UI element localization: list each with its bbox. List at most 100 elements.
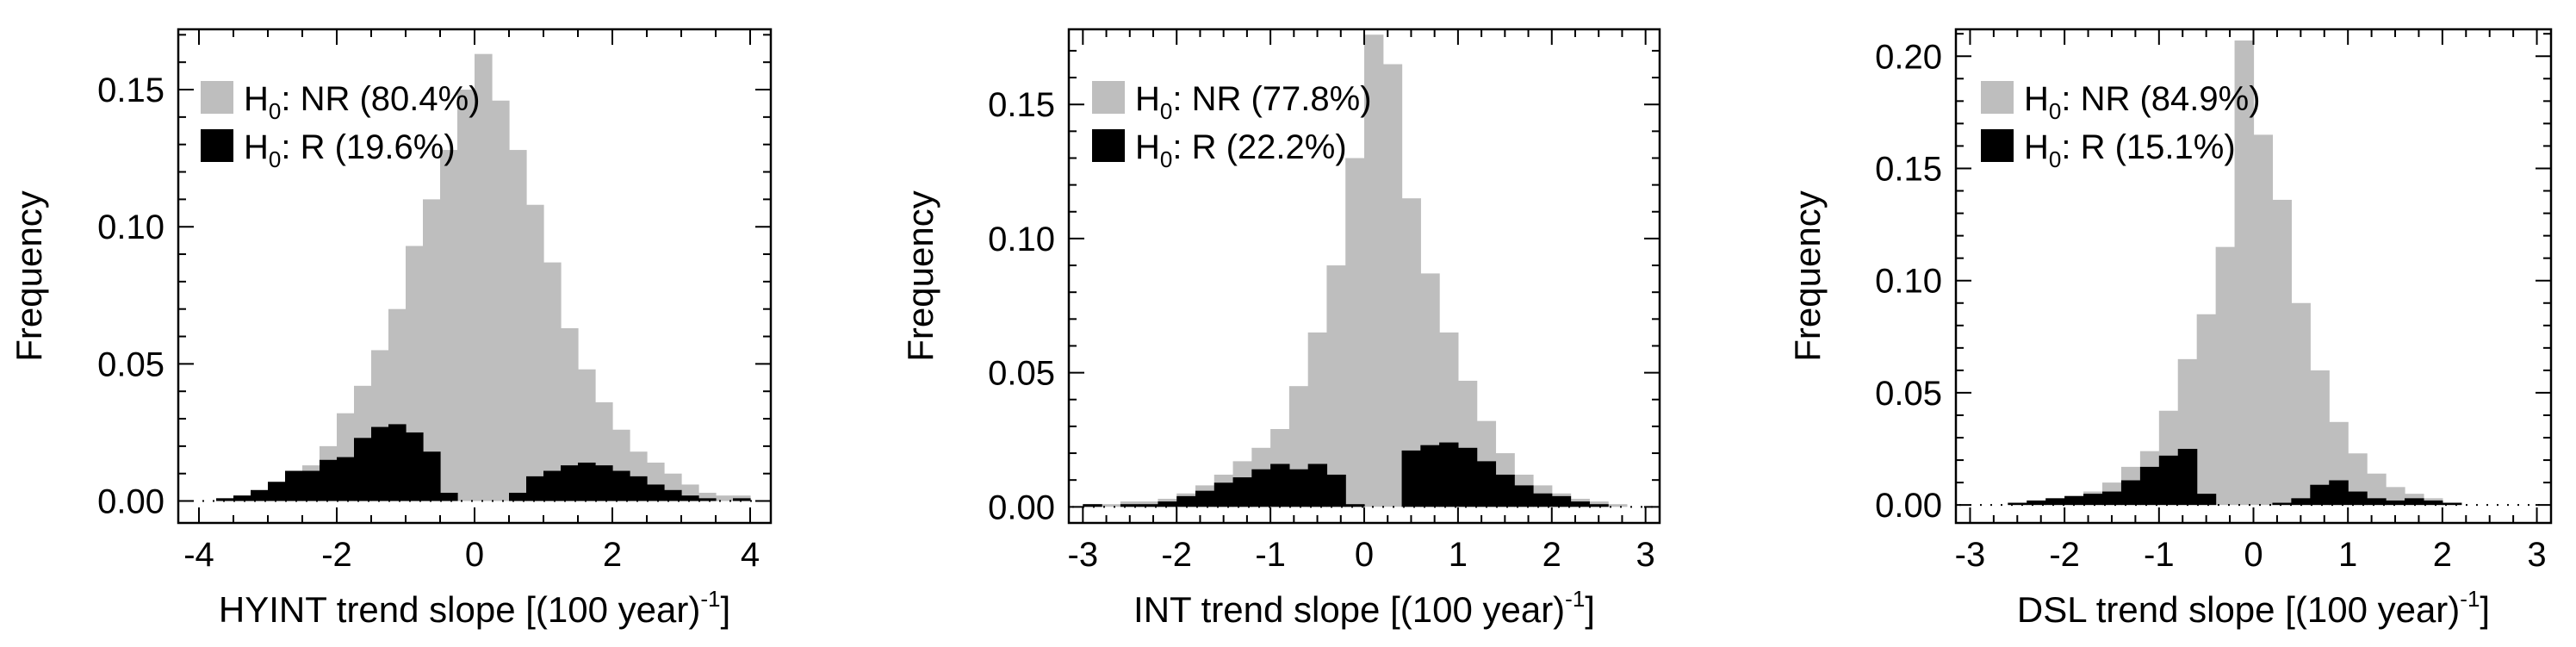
- bar-r-9: [2177, 449, 2198, 506]
- y-tick-label: 0.15: [97, 72, 164, 109]
- x-tick-label: 2: [2433, 536, 2452, 574]
- bar-nr-28: [698, 492, 717, 501]
- y-tick-label: 0.05: [1875, 375, 1942, 413]
- bar-r-6: [2120, 480, 2141, 506]
- x-tick-label: -1: [1255, 536, 1286, 574]
- bar-r-19: [2367, 498, 2387, 506]
- x-axis-title: DSL trend slope [(100 year)-1]: [2017, 586, 2490, 630]
- legend-swatch-nr: [1981, 81, 2014, 114]
- bar-nr-13: [1326, 265, 1346, 507]
- histogram-panel-1: -4 -2 0 2 4 0.00 0.05 0.10 0.15 Frequency HYINT tr…: [9, 28, 773, 630]
- x-tick-label: -3: [1955, 536, 1986, 574]
- x-tick-label: 2: [1542, 536, 1561, 574]
- bar-r-0: [2008, 502, 2027, 506]
- bar-r-6: [320, 459, 338, 501]
- bar-r-26: [1570, 501, 1590, 507]
- bar-r-25: [1551, 495, 1572, 507]
- bar-r-30: [733, 498, 751, 501]
- bar-nr-16: [1382, 64, 1403, 507]
- bar-r-1: [233, 495, 251, 501]
- legend-label-r: H0: R (22.2%): [1135, 128, 1347, 172]
- bar-r-22: [2423, 500, 2443, 506]
- bar-r-12: [423, 451, 441, 501]
- legend-swatch-r: [1092, 129, 1125, 162]
- bar-r-24: [1533, 493, 1553, 507]
- bar-r-27: [681, 495, 699, 501]
- x-tick-label: 3: [2527, 536, 2546, 574]
- bar-r-17: [1401, 450, 1421, 507]
- y-tick-label: 0.15: [1875, 150, 1942, 188]
- y-tick-label: 0.05: [97, 345, 164, 383]
- bar-r-5: [1176, 495, 1196, 507]
- x-tick-label: -1: [2144, 536, 2175, 574]
- bar-r-17: [2329, 480, 2349, 506]
- bar-r-19: [1439, 442, 1459, 507]
- bar-r-2: [2045, 498, 2065, 506]
- bar-r-3: [268, 482, 286, 501]
- bar-nr-29: [716, 495, 734, 501]
- legend-label-nr: H0: NR (80.4%): [244, 80, 481, 124]
- bar-nr-16: [2310, 370, 2330, 506]
- bar-nr-10: [2196, 314, 2217, 506]
- x-tick-label: -4: [183, 536, 214, 574]
- bar-r-13: [1326, 474, 1346, 507]
- bar-r-7: [1214, 482, 1234, 507]
- legend-label-r: H0: R (15.1%): [2024, 128, 2236, 172]
- legend-label-r: H0: R (19.6%): [244, 128, 456, 172]
- bar-r-8: [354, 438, 372, 501]
- x-tick-label: 4: [741, 536, 760, 574]
- bar-r-7: [2139, 466, 2160, 506]
- legend-label-nr: H0: NR (84.9%): [2024, 80, 2261, 124]
- bar-r-18: [2348, 491, 2368, 506]
- x-tick-label: -2: [2049, 536, 2080, 574]
- bar-nr-12: [1307, 332, 1328, 507]
- bar-nr-15: [2291, 302, 2311, 506]
- bar-nr-19: [2367, 473, 2387, 506]
- bar-r-13: [440, 492, 458, 501]
- bar-r-11: [1288, 469, 1309, 507]
- bar-r-23: [2442, 502, 2462, 506]
- bar-r-10: [388, 424, 407, 501]
- x-tick-label: -2: [321, 536, 352, 574]
- bar-r-4: [285, 470, 303, 501]
- bar-r-14: [2272, 502, 2292, 506]
- bar-r-28: [698, 498, 717, 501]
- bar-r-18: [1420, 445, 1440, 507]
- y-tick-label: 0.00: [988, 488, 1055, 526]
- bar-r-15: [2291, 498, 2311, 506]
- bar-r-3: [1139, 504, 1159, 507]
- y-axis-title: Frequency: [900, 190, 940, 361]
- bar-r-4: [2083, 494, 2103, 506]
- bar-r-9: [371, 426, 389, 501]
- x-tick-label: 0: [465, 536, 484, 574]
- y-tick-label: 0.05: [988, 355, 1055, 393]
- x-axis-title: INT trend slope [(100 year)-1]: [1133, 586, 1595, 630]
- y-tick-label: 0.10: [1875, 263, 1942, 301]
- y-tick-label: 0.15: [988, 86, 1055, 124]
- bar-r-26: [664, 489, 682, 501]
- bar-nr-15: [1364, 34, 1384, 507]
- legend-swatch-r: [1981, 129, 2014, 162]
- bar-r-0: [1083, 504, 1102, 507]
- bar-nr-19: [543, 262, 562, 501]
- bar-nr-17: [509, 150, 527, 501]
- y-tick-label: 0.10: [97, 208, 164, 246]
- bar-nr-18: [526, 204, 544, 501]
- bar-r-5: [302, 470, 320, 501]
- bar-nr-20: [561, 327, 579, 501]
- bar-r-22: [595, 465, 613, 501]
- bar-nr-17: [1401, 198, 1421, 507]
- bar-r-21: [2404, 498, 2424, 506]
- legend-swatch-nr: [1092, 81, 1125, 114]
- bar-nr-12: [423, 199, 441, 501]
- y-tick-label: 0.00: [1875, 487, 1942, 525]
- bar-r-20: [1457, 447, 1478, 507]
- bar-r-17: [509, 492, 527, 501]
- bar-nr-12: [2234, 40, 2255, 506]
- bar-r-12: [1307, 463, 1328, 507]
- bar-r-23: [612, 470, 630, 501]
- bar-r-2: [1120, 504, 1140, 507]
- bar-r-22: [1495, 474, 1515, 507]
- x-tick-label: 2: [603, 536, 622, 574]
